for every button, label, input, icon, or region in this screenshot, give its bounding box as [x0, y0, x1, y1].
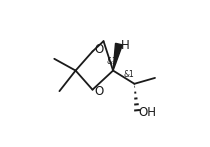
Text: O: O — [94, 44, 103, 56]
Text: &1: &1 — [106, 57, 117, 66]
Text: O: O — [94, 85, 103, 98]
Polygon shape — [113, 43, 122, 71]
Text: H: H — [121, 39, 130, 52]
Text: OH: OH — [139, 106, 157, 119]
Text: &1: &1 — [124, 70, 135, 80]
